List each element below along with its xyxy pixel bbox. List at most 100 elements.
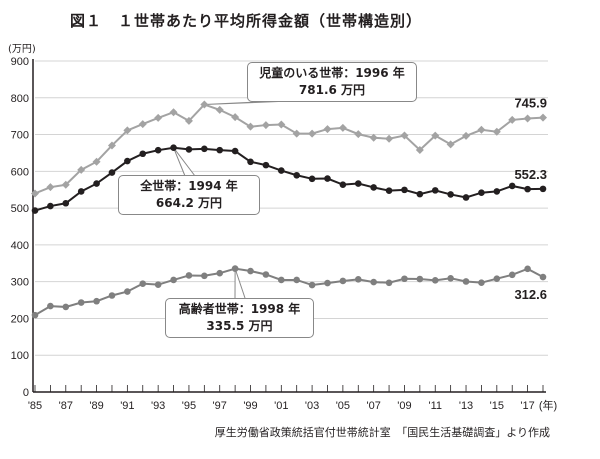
data-point bbox=[416, 190, 424, 198]
data-point bbox=[477, 125, 486, 134]
series-2: 312.6 bbox=[31, 265, 547, 319]
series-line bbox=[34, 267, 544, 316]
data-point bbox=[478, 279, 485, 286]
callout-pointer bbox=[234, 268, 246, 299]
data-point bbox=[108, 169, 116, 176]
data-point bbox=[339, 181, 347, 188]
data-point bbox=[292, 129, 301, 138]
data-point bbox=[201, 145, 208, 153]
data-point bbox=[154, 281, 162, 288]
data-point bbox=[262, 271, 270, 278]
data-point bbox=[401, 186, 408, 194]
x-tick-label: '15 bbox=[490, 400, 504, 412]
data-point bbox=[524, 265, 531, 273]
data-point bbox=[524, 185, 531, 193]
data-point bbox=[370, 184, 377, 191]
data-point bbox=[354, 276, 362, 283]
data-point bbox=[154, 146, 162, 154]
data-point bbox=[338, 123, 347, 132]
data-point bbox=[308, 175, 316, 183]
series-1: 552.3 bbox=[31, 144, 547, 214]
callout-line2: 664.2 万円 bbox=[155, 196, 223, 210]
x-tick-label: '03 bbox=[305, 400, 319, 412]
x-tick-label: '05 bbox=[336, 400, 350, 412]
data-point bbox=[354, 180, 362, 187]
data-point bbox=[231, 113, 240, 122]
data-point bbox=[308, 129, 317, 138]
end-value-label: 745.9 bbox=[514, 96, 547, 111]
x-tick-label: '87 bbox=[59, 400, 73, 412]
data-point bbox=[170, 144, 177, 152]
x-tick-label: '07 bbox=[366, 400, 380, 412]
data-point bbox=[246, 122, 255, 131]
data-point bbox=[508, 271, 516, 279]
data-point bbox=[31, 207, 39, 214]
data-point bbox=[385, 187, 393, 194]
data-point bbox=[201, 272, 208, 280]
data-point bbox=[139, 280, 147, 287]
series-line bbox=[34, 146, 544, 212]
data-point bbox=[123, 126, 132, 135]
chart-title: 図１ １世帯あたり平均所得金額（世帯構造別） bbox=[70, 12, 423, 30]
data-point bbox=[385, 134, 394, 143]
data-point bbox=[339, 277, 347, 285]
y-tick-label: 700 bbox=[11, 130, 29, 142]
data-point bbox=[354, 130, 363, 139]
data-point bbox=[247, 267, 254, 275]
data-point bbox=[77, 299, 85, 306]
x-axis-unit: (年) bbox=[539, 398, 557, 412]
data-point bbox=[370, 278, 377, 286]
data-point bbox=[385, 279, 393, 287]
y-tick-label: 200 bbox=[11, 313, 29, 325]
y-tick-label: 400 bbox=[11, 240, 29, 252]
data-point bbox=[184, 116, 193, 125]
y-tick-label: 300 bbox=[11, 277, 29, 289]
data-point bbox=[523, 114, 532, 123]
data-point bbox=[277, 120, 286, 129]
data-point bbox=[293, 276, 300, 284]
data-point bbox=[46, 183, 55, 192]
data-point bbox=[324, 175, 331, 182]
data-point bbox=[462, 278, 470, 285]
y-tick-label: 500 bbox=[11, 203, 29, 215]
data-point bbox=[447, 275, 454, 282]
x-tick-label: '97 bbox=[213, 400, 227, 412]
data-point bbox=[261, 121, 270, 130]
data-point bbox=[401, 275, 408, 283]
data-point bbox=[493, 188, 501, 195]
y-axis-unit: (万円) bbox=[8, 44, 36, 55]
data-point bbox=[124, 288, 131, 295]
data-point bbox=[124, 157, 131, 165]
x-tick-label: '91 bbox=[120, 400, 134, 412]
x-tick-label: '89 bbox=[89, 400, 103, 412]
x-tick-label: '17 bbox=[520, 400, 534, 412]
x-tick-label: '85 bbox=[28, 400, 42, 412]
data-point bbox=[154, 113, 163, 122]
data-point bbox=[92, 157, 101, 166]
data-point bbox=[139, 150, 147, 158]
x-tick-label: '13 bbox=[459, 400, 473, 412]
x-tick-label: '99 bbox=[243, 400, 257, 412]
data-point bbox=[77, 188, 85, 195]
data-point bbox=[200, 100, 209, 109]
data-point bbox=[293, 171, 300, 179]
data-point bbox=[400, 131, 409, 140]
y-tick-label: 100 bbox=[11, 350, 29, 362]
data-point bbox=[278, 167, 285, 174]
data-point bbox=[169, 108, 178, 117]
data-point bbox=[478, 189, 485, 197]
data-point bbox=[492, 127, 501, 136]
callout-line1: 高齢者世帯：1998 年 bbox=[178, 302, 301, 316]
data-point bbox=[231, 265, 239, 272]
data-point bbox=[539, 113, 547, 122]
callout-all-households: 全世帯：1994 年 664.2 万円 bbox=[118, 175, 260, 215]
x-tick-label: '09 bbox=[397, 400, 411, 412]
data-point bbox=[323, 125, 332, 134]
data-point bbox=[431, 187, 439, 194]
data-point bbox=[231, 147, 239, 155]
data-point bbox=[107, 141, 116, 150]
data-point bbox=[31, 311, 39, 319]
y-tick-label: 600 bbox=[11, 166, 29, 178]
data-point bbox=[93, 180, 100, 187]
